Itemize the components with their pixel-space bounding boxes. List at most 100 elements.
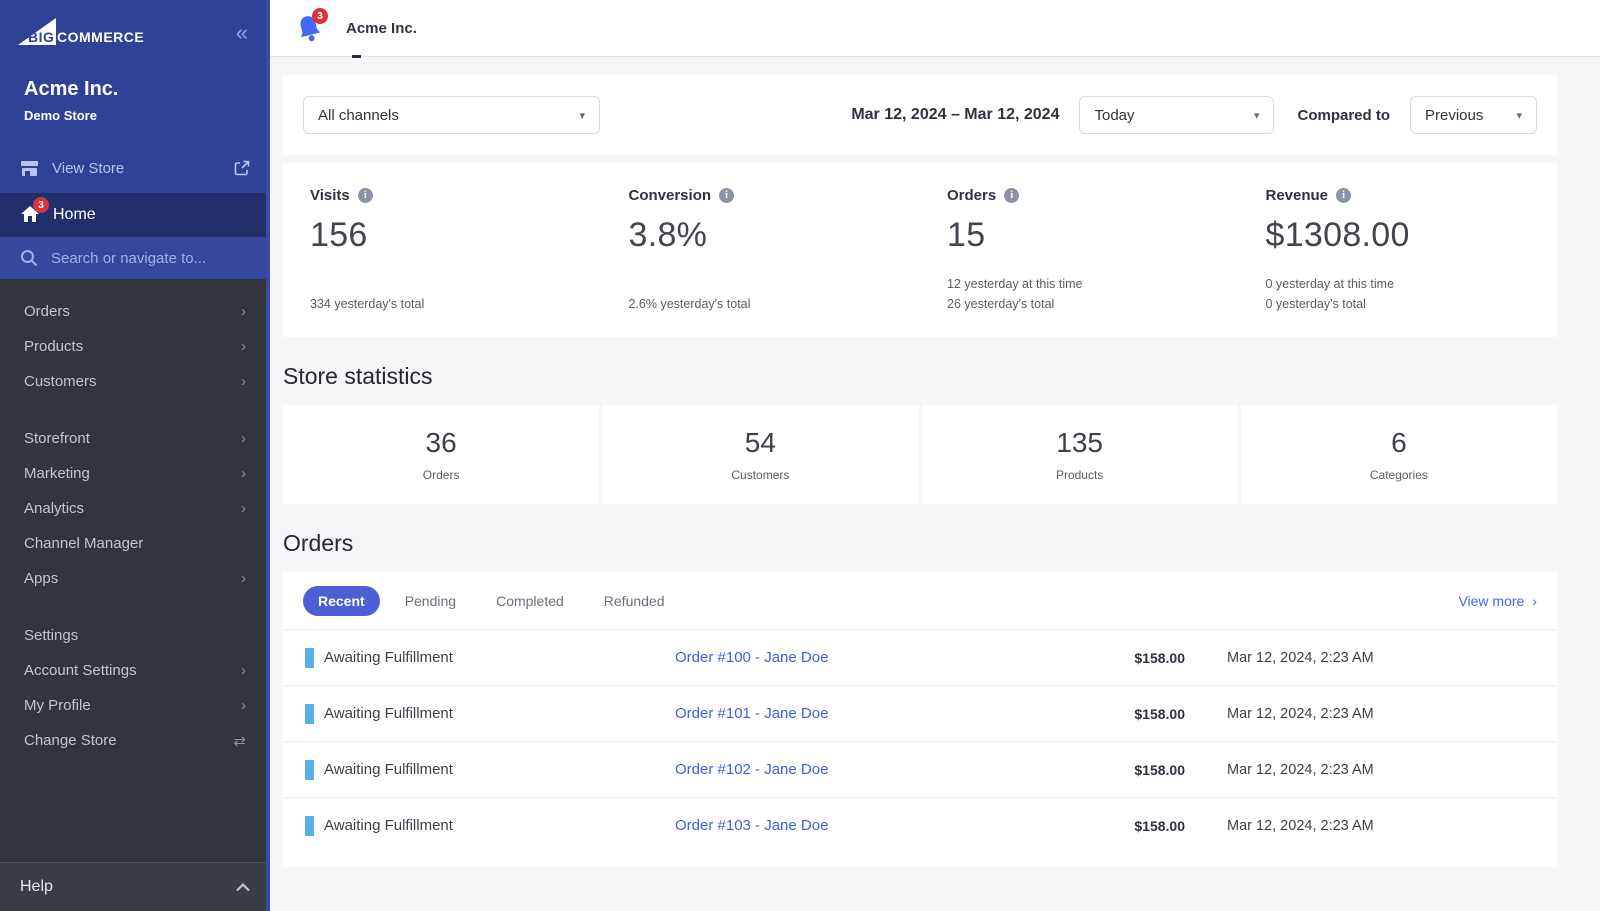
stat-customers: 54 Customers <box>602 405 918 504</box>
nav-label: Customers <box>24 373 97 390</box>
info-icon[interactable]: i <box>358 188 373 203</box>
sidebar-item-marketing[interactable]: Marketing› <box>0 456 270 491</box>
sidebar-collapse-icon[interactable]: « <box>232 20 252 46</box>
scrolled-element-fragment <box>352 55 361 58</box>
sidebar-top-section: BIG COMMERCE « Acme Inc. Demo Store View… <box>0 0 270 279</box>
channel-select[interactable]: All channels ▾ <box>303 96 600 134</box>
sidebar-item-customers[interactable]: Customers › <box>0 364 270 399</box>
info-icon[interactable]: i <box>1336 188 1351 203</box>
store-name: Acme Inc. <box>24 78 246 101</box>
order-status: Awaiting Fulfillment <box>324 705 453 722</box>
sidebar-item-products[interactable]: Products› <box>0 329 270 364</box>
period-select[interactable]: Today ▾ <box>1079 96 1274 134</box>
order-link[interactable]: Order #102 - Jane Doe <box>675 761 1005 778</box>
sidebar-item-view-store[interactable]: View Store <box>0 143 270 193</box>
order-status: Awaiting Fulfillment <box>324 649 453 666</box>
orders-panel: Recent Pending Completed Refunded View m… <box>283 572 1557 867</box>
nav-label: Marketing <box>24 465 90 482</box>
kpi-subtext: 2.6% yesterday's total <box>629 297 921 311</box>
sidebar-item-settings[interactable]: Settings <box>0 618 270 653</box>
kpi-orders: Ordersi 15 12 yesterday at this time26 y… <box>920 187 1239 311</box>
kpi-label: Visits <box>310 187 350 204</box>
info-icon[interactable]: i <box>1004 188 1019 203</box>
tab-completed[interactable]: Completed <box>481 586 579 616</box>
search-icon <box>20 249 38 267</box>
main-area: 3 Acme Inc. All channels ▾ Mar 12, 2024 … <box>270 0 1600 911</box>
search-placeholder: Search or navigate to... <box>51 250 206 267</box>
svg-text:BIG: BIG <box>28 29 54 45</box>
chevron-right-icon: › <box>241 697 246 714</box>
sidebar-item-my-profile[interactable]: My Profile › <box>0 688 270 723</box>
nav-label: Analytics <box>24 500 84 517</box>
order-amount: $158.00 <box>1005 762 1185 778</box>
kpi-subtext: 0 yesterday at this time <box>1266 277 1558 291</box>
orders-section-title: Orders <box>283 530 1557 557</box>
company-name: Acme Inc. <box>346 20 417 37</box>
nav-label: My Profile <box>24 697 91 714</box>
home-label: Home <box>53 206 96 224</box>
store-statistics-title: Store statistics <box>283 363 1557 390</box>
tab-refunded[interactable]: Refunded <box>589 586 680 616</box>
sidebar-item-orders[interactable]: Orders› <box>0 294 270 329</box>
sidebar: BIG COMMERCE « Acme Inc. Demo Store View… <box>0 0 270 911</box>
orders-tabs: Recent Pending Completed Refunded View m… <box>283 572 1557 629</box>
kpi-value: 3.8% <box>629 216 921 255</box>
chevron-right-icon: › <box>241 373 246 390</box>
bigcommerce-logo: BIG COMMERCE <box>16 15 174 51</box>
storefront-icon <box>20 160 39 177</box>
tab-pending[interactable]: Pending <box>390 586 471 616</box>
kpi-visits: Visitsi 156 334 yesterday's total <box>283 187 602 311</box>
stat-products: 135 Products <box>922 405 1238 504</box>
nav-label: Change Store <box>24 732 117 749</box>
top-header: 3 Acme Inc. <box>270 0 1600 57</box>
kpi-value: $1308.00 <box>1266 216 1558 255</box>
sidebar-search[interactable]: Search or navigate to... <box>0 237 270 279</box>
view-more-link[interactable]: View more › <box>1458 593 1537 609</box>
kpi-subtext: 0 yesterday's total <box>1266 297 1558 311</box>
external-link-icon <box>234 160 250 176</box>
order-amount: $158.00 <box>1005 650 1185 666</box>
store-statistics-grid: 36 Orders 54 Customers 135 Products 6 Ca… <box>283 405 1557 504</box>
sidebar-item-help[interactable]: Help <box>0 862 270 911</box>
sidebar-item-change-store[interactable]: Change Store ⇄ <box>0 723 270 758</box>
sidebar-item-storefront[interactable]: Storefront› <box>0 421 270 456</box>
swap-arrows-icon: ⇄ <box>233 732 246 750</box>
view-store-label: View Store <box>52 160 124 177</box>
chevron-up-icon <box>236 883 250 892</box>
sidebar-item-home[interactable]: 3 Home <box>0 193 270 237</box>
chevron-down-icon: ▾ <box>1516 109 1522 122</box>
order-link[interactable]: Order #101 - Jane Doe <box>675 705 1005 722</box>
stat-label: Customers <box>731 468 789 482</box>
tab-recent[interactable]: Recent <box>303 586 380 616</box>
status-chip <box>305 704 314 724</box>
sidebar-item-analytics[interactable]: Analytics› <box>0 491 270 526</box>
dashboard-content: All channels ▾ Mar 12, 2024 – Mar 12, 20… <box>270 57 1600 911</box>
order-date: Mar 12, 2024, 2:23 AM <box>1185 762 1557 778</box>
period-select-value: Today <box>1094 107 1134 124</box>
order-link[interactable]: Order #103 - Jane Doe <box>675 817 1005 834</box>
sidebar-item-apps[interactable]: Apps› <box>0 561 270 596</box>
order-status: Awaiting Fulfillment <box>324 761 453 778</box>
table-row: Awaiting Fulfillment Order #102 - Jane D… <box>283 741 1557 797</box>
status-chip <box>305 816 314 836</box>
order-status: Awaiting Fulfillment <box>324 817 453 834</box>
stat-value: 6 <box>1391 427 1407 459</box>
order-link[interactable]: Order #100 - Jane Doe <box>675 649 1005 666</box>
sidebar-item-account-settings[interactable]: Account Settings› <box>0 653 270 688</box>
notifications-button[interactable]: 3 <box>294 12 326 44</box>
info-icon[interactable]: i <box>719 188 734 203</box>
order-date: Mar 12, 2024, 2:23 AM <box>1185 706 1557 722</box>
date-filter-group: Mar 12, 2024 – Mar 12, 2024 Today ▾ Comp… <box>851 96 1537 134</box>
kpi-subtext: 12 yesterday at this time <box>947 277 1239 291</box>
order-date: Mar 12, 2024, 2:23 AM <box>1185 818 1557 834</box>
svg-text:COMMERCE: COMMERCE <box>57 29 144 45</box>
nav-label: Apps <box>24 570 58 587</box>
chevron-right-icon: › <box>241 338 246 355</box>
nav-label: Orders <box>24 303 70 320</box>
sidebar-nav: Orders› Products› Customers› Storefront›… <box>0 279 270 862</box>
sidebar-item-channel-manager[interactable]: Channel Manager <box>0 526 270 561</box>
kpi-subtext: 26 yesterday's total <box>947 297 1239 311</box>
compared-select[interactable]: Previous ▾ <box>1410 96 1537 134</box>
stat-label: Products <box>1056 468 1103 482</box>
chevron-right-icon: › <box>1532 593 1537 609</box>
